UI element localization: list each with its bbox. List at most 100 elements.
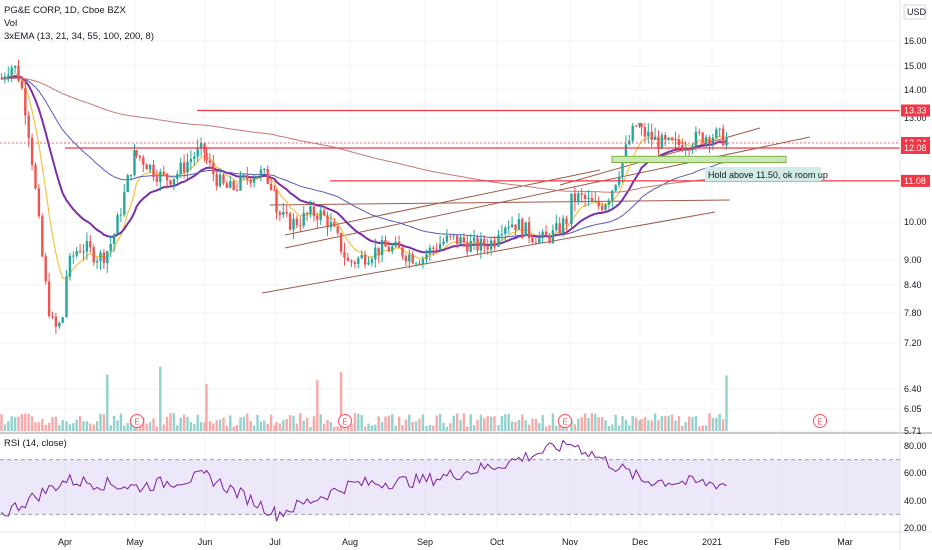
volume-bar bbox=[643, 417, 647, 431]
volume-bar bbox=[27, 413, 30, 431]
volume-bar bbox=[721, 419, 725, 431]
legend: PG&E CORP, 1D, Cboe BZX Vol 3xEMA (13, 2… bbox=[4, 5, 154, 449]
candle bbox=[452, 234, 455, 240]
volume-bar bbox=[322, 423, 326, 431]
volume-bar bbox=[418, 418, 421, 431]
candle bbox=[653, 127, 657, 140]
candle bbox=[384, 235, 387, 247]
candle bbox=[721, 124, 725, 147]
price-tick-label: 16.00 bbox=[904, 36, 927, 46]
volume-bar bbox=[193, 423, 196, 431]
volume-bar bbox=[333, 426, 336, 431]
candle bbox=[367, 256, 370, 266]
volume-bar bbox=[252, 425, 256, 431]
rsi-tick-label: 80.00 bbox=[904, 441, 927, 451]
volume-bar bbox=[486, 416, 489, 431]
candle bbox=[47, 272, 51, 319]
volume-bar bbox=[47, 422, 51, 431]
earnings-marker[interactable]: E bbox=[813, 414, 827, 428]
candle bbox=[435, 242, 438, 254]
price-tick-label: 6.40 bbox=[904, 384, 922, 394]
volume-bar bbox=[377, 416, 380, 431]
volume-bar bbox=[600, 417, 604, 431]
volume-bar bbox=[285, 418, 288, 431]
candle bbox=[61, 316, 64, 324]
time-tick-label: May bbox=[126, 537, 144, 547]
volume-bar bbox=[580, 417, 583, 431]
volume-bar bbox=[541, 415, 544, 431]
candle bbox=[708, 135, 711, 153]
candle bbox=[263, 168, 266, 174]
volume-bar bbox=[438, 413, 442, 431]
candle bbox=[534, 237, 538, 244]
volume-bar bbox=[263, 420, 266, 431]
candle bbox=[239, 171, 242, 191]
volume-bar bbox=[225, 425, 229, 431]
candle bbox=[20, 76, 24, 90]
candle bbox=[418, 260, 421, 266]
volume-bar bbox=[647, 420, 650, 431]
candle bbox=[199, 137, 203, 157]
candle bbox=[288, 211, 292, 231]
volume-bar bbox=[711, 418, 715, 431]
volume-bar bbox=[674, 420, 677, 431]
volume-bar bbox=[653, 413, 657, 431]
volume-bar bbox=[397, 416, 401, 431]
candle bbox=[380, 235, 384, 263]
volume-bar bbox=[116, 420, 119, 431]
candle bbox=[548, 232, 551, 244]
candle bbox=[326, 211, 329, 237]
earnings-marker[interactable]: E bbox=[338, 414, 352, 428]
candle bbox=[162, 165, 165, 177]
volume-bar bbox=[119, 413, 123, 431]
candle bbox=[541, 228, 544, 244]
volume-bar bbox=[425, 426, 428, 431]
volume-bar bbox=[476, 419, 479, 431]
candle bbox=[472, 229, 476, 250]
price-tick-label: 9.00 bbox=[904, 255, 922, 265]
candle bbox=[408, 249, 411, 269]
volume-bar bbox=[10, 416, 13, 431]
candle bbox=[285, 204, 288, 218]
candle bbox=[193, 151, 196, 166]
candle bbox=[176, 170, 179, 185]
volume-bar bbox=[95, 421, 99, 431]
earnings-marker[interactable]: E bbox=[558, 414, 572, 428]
candle bbox=[521, 217, 524, 239]
candle bbox=[577, 191, 580, 206]
price-tick-label: 14.00 bbox=[904, 85, 927, 95]
volume-bar bbox=[112, 415, 116, 431]
volume-bar bbox=[309, 426, 312, 431]
volume-bar bbox=[92, 424, 95, 431]
candle bbox=[401, 246, 404, 260]
volume-bar bbox=[555, 425, 558, 431]
candle bbox=[106, 250, 109, 273]
candle bbox=[126, 173, 129, 193]
earnings-marker[interactable]: E bbox=[130, 414, 144, 428]
candle bbox=[459, 234, 462, 245]
volume-bar bbox=[391, 414, 394, 431]
volume-bar bbox=[186, 416, 189, 431]
candle bbox=[172, 178, 176, 191]
volume-bar bbox=[483, 418, 486, 431]
candle bbox=[524, 221, 527, 237]
currency-label: USD bbox=[907, 7, 927, 17]
volume-bar bbox=[58, 425, 61, 431]
legend-ema: 3xEMA (13, 21, 34, 55, 100, 200, 8) bbox=[4, 31, 154, 42]
volume-bar bbox=[123, 425, 126, 431]
price-tag-label: 13.33 bbox=[904, 105, 927, 115]
support-zone bbox=[611, 155, 787, 164]
volume-bar bbox=[102, 413, 106, 431]
candle bbox=[660, 132, 664, 150]
candle bbox=[319, 205, 322, 225]
volume-bar bbox=[594, 413, 597, 431]
volume-bar bbox=[172, 413, 176, 431]
candle bbox=[718, 127, 721, 138]
volume-bar bbox=[411, 421, 414, 431]
candle bbox=[650, 123, 653, 147]
volume-bar bbox=[401, 424, 404, 431]
candle bbox=[34, 162, 37, 190]
volume-bar bbox=[445, 426, 449, 431]
candle bbox=[10, 64, 13, 83]
